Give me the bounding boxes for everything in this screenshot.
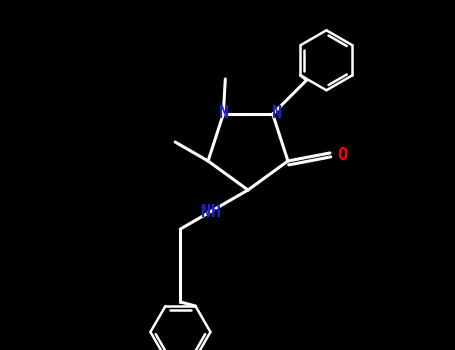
Text: N: N	[272, 104, 282, 122]
Text: O: O	[337, 146, 347, 164]
Text: NH: NH	[202, 203, 222, 221]
Text: N: N	[219, 104, 229, 122]
